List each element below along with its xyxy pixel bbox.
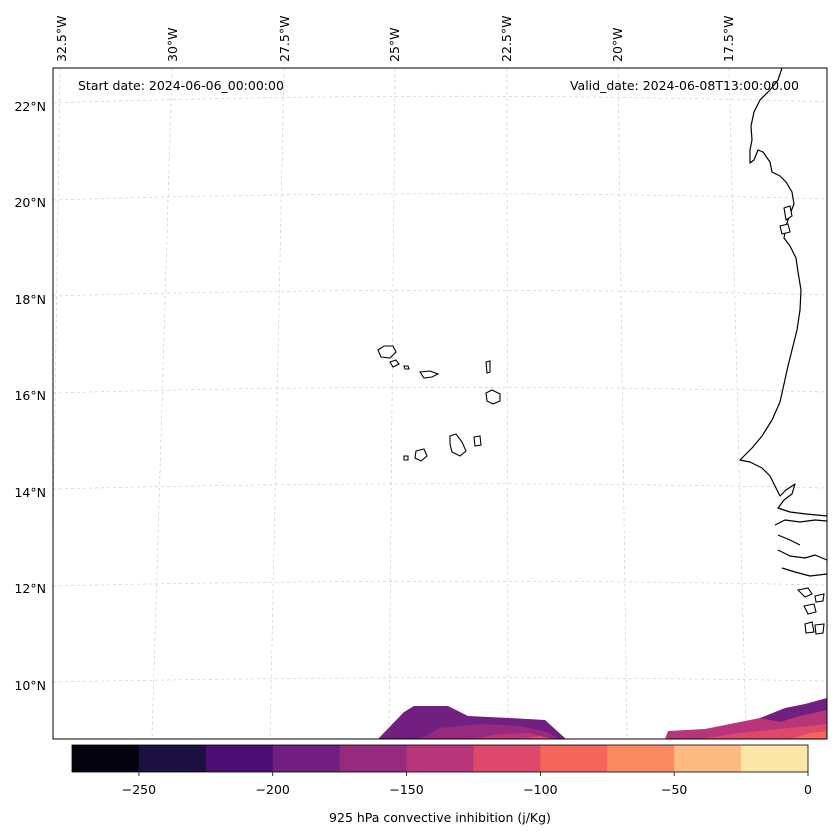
colorbar-frame bbox=[71, 744, 809, 773]
colorbar-tick-label-neg250: −250 bbox=[122, 782, 156, 797]
colorbar-swatch bbox=[607, 745, 675, 772]
contour-fill-west-edge bbox=[520, 736, 555, 739]
guinea-bissau-islands bbox=[796, 587, 825, 635]
contour-fill-east-dark bbox=[760, 698, 827, 722]
island-santo-antao bbox=[377, 345, 397, 359]
valid-date-label: Valid_date: 2024-06-08T13:00:00.00 bbox=[570, 78, 799, 93]
gulf-islands-north bbox=[779, 205, 793, 235]
lat-label-16n: 16°N bbox=[14, 388, 46, 403]
colorbar-swatch bbox=[138, 745, 207, 772]
colorbar-swatch bbox=[339, 745, 408, 772]
island-sal bbox=[485, 360, 491, 374]
colorbar-swatch bbox=[72, 745, 140, 772]
colorbar-swatches bbox=[72, 745, 809, 772]
lon-label-22-5w: 22.5°W bbox=[499, 16, 514, 62]
graticule bbox=[53, 68, 827, 739]
island-santiago bbox=[449, 433, 467, 457]
lat-label-10n: 10°N bbox=[14, 678, 46, 693]
lon-label-32-5w: 32.5°W bbox=[54, 16, 69, 62]
island-fogo bbox=[414, 448, 428, 462]
lon-label-17-5w: 17.5°W bbox=[721, 16, 736, 62]
coastlines bbox=[739, 68, 827, 635]
cin-contours bbox=[378, 698, 827, 739]
colorbar: −250 −200 −150 −100 −50 0 925 hPa convec… bbox=[71, 744, 812, 825]
colorbar-tick-label-0: 0 bbox=[804, 782, 812, 797]
contour-fill-east-hot bbox=[790, 731, 827, 739]
colorbar-swatch bbox=[473, 745, 541, 772]
start-date-label: Start date: 2024-06-06_00:00:00 bbox=[78, 78, 284, 93]
colorbar-label: 925 hPa convective inhibition (j/Kg) bbox=[329, 810, 551, 825]
africa-coastline bbox=[739, 68, 827, 517]
colorbar-swatch bbox=[674, 745, 742, 772]
colorbar-ticks bbox=[138, 772, 809, 776]
latitude-labels: 22°N 20°N 18°N 16°N 14°N 12°N 10°N bbox=[14, 99, 46, 693]
colorbar-swatch bbox=[205, 745, 274, 772]
island-sao-nicolau bbox=[419, 370, 440, 379]
island-sao-vicente bbox=[389, 359, 400, 368]
colorbar-tick-label-neg50: −50 bbox=[661, 782, 687, 797]
contour-fill-east-bright bbox=[700, 724, 827, 739]
lat-label-22n: 22°N bbox=[14, 99, 46, 114]
lon-label-20w: 20°W bbox=[610, 27, 625, 62]
longitude-labels: 32.5°W 30°W 27.5°W 25°W 22.5°W 20°W 17.5… bbox=[54, 16, 736, 62]
cape-verde-islands bbox=[377, 345, 501, 462]
colorbar-swatch bbox=[741, 745, 809, 772]
island-brava bbox=[403, 455, 409, 461]
lon-label-25w: 25°W bbox=[387, 27, 402, 62]
colorbar-swatch bbox=[540, 745, 608, 772]
senegambia-coast bbox=[774, 519, 827, 577]
lat-label-20n: 20°N bbox=[14, 195, 46, 210]
colorbar-swatch bbox=[406, 745, 474, 772]
island-boa-vista bbox=[485, 389, 501, 405]
island-santa-luzia bbox=[403, 365, 410, 370]
map-frame bbox=[52, 67, 828, 740]
colorbar-swatch bbox=[272, 745, 341, 772]
colorbar-tick-label-neg100: −100 bbox=[523, 782, 557, 797]
colorbar-tick-label-neg150: −150 bbox=[389, 782, 423, 797]
lon-label-27-5w: 27.5°W bbox=[277, 16, 292, 62]
lat-label-12n: 12°N bbox=[14, 581, 46, 596]
island-maio bbox=[473, 435, 482, 447]
lat-label-14n: 14°N bbox=[14, 485, 46, 500]
colorbar-tick-label-neg200: −200 bbox=[256, 782, 290, 797]
lat-label-18n: 18°N bbox=[14, 292, 46, 307]
lon-label-30w: 30°W bbox=[165, 27, 180, 62]
